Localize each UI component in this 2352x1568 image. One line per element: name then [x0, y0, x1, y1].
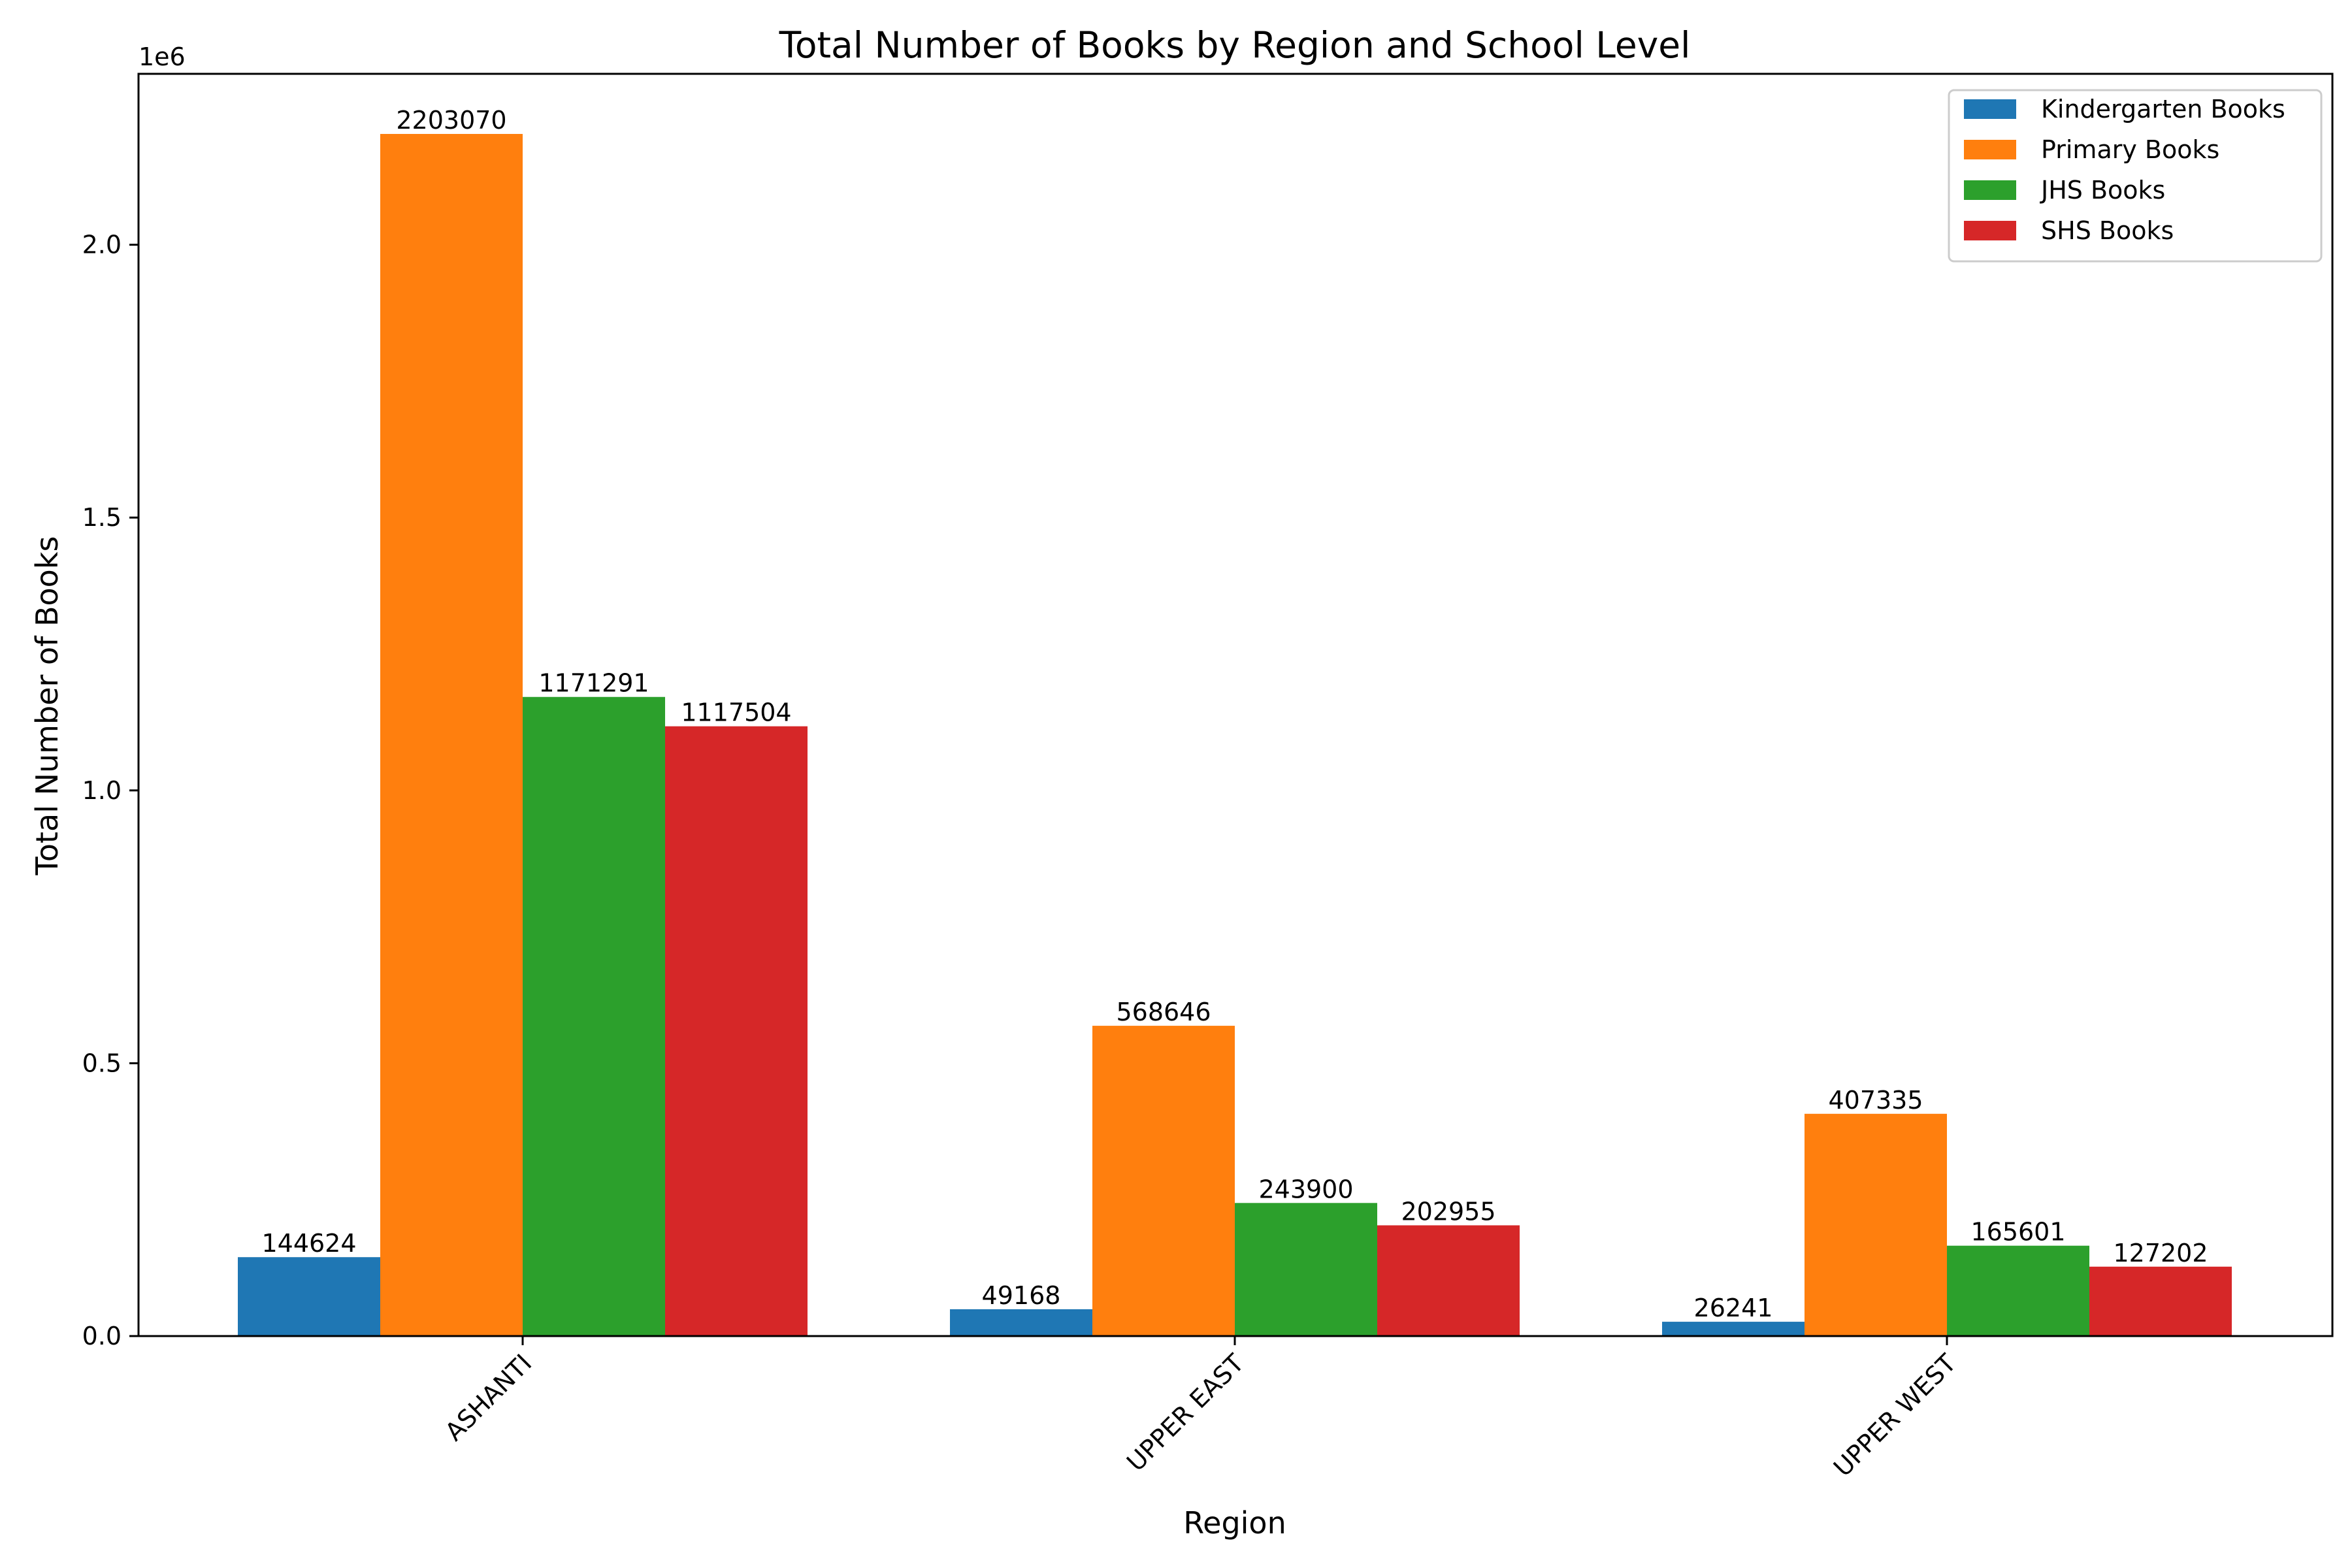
bar-shs-books-upper-west [2089, 1266, 2232, 1336]
legend-swatch [1964, 221, 2016, 240]
x-axis-label: Region [1183, 1505, 1286, 1541]
data-label-kindergarten-books-ashanti: 144624 [261, 1229, 356, 1258]
chart-title: Total Number of Books by Region and Scho… [779, 24, 1691, 66]
data-label-kindergarten-books-upper-east: 49168 [982, 1281, 1061, 1310]
x-axis: ASHANTI UPPER EAST UPPER WEST [440, 1336, 1962, 1482]
legend-label: SHS Books [2041, 216, 2174, 245]
data-labels-group: 144624 2203070 1171291 1117504 49168 568646 24… [261, 106, 2208, 1322]
y-axis-label: Total Number of Books [29, 536, 65, 876]
bar-jhs-books-upper-west [1947, 1245, 2089, 1336]
x-tick-label: UPPER WEST [1828, 1348, 1962, 1482]
legend-frame [1948, 89, 2323, 263]
data-label-primary-books-upper-east: 568646 [1116, 998, 1211, 1026]
bar-jhs-books-upper-east [1235, 1203, 1377, 1336]
y-tick-label: 0.5 [82, 1049, 122, 1077]
data-label-shs-books-ashanti: 1117504 [681, 698, 791, 727]
plot-frame [137, 73, 2334, 1337]
bar-primary-books-upper-east [1092, 1026, 1235, 1336]
legend-swatch [1964, 180, 2016, 200]
y-tick-label: 0.0 [82, 1322, 122, 1350]
y-tick-label: 2.0 [82, 231, 122, 259]
legend-label: JHS Books [2040, 176, 2165, 204]
data-label-shs-books-upper-east: 202955 [1401, 1197, 1495, 1226]
y-tick-label: 1.0 [82, 776, 122, 805]
bars-group [238, 133, 2232, 1336]
data-label-jhs-books-upper-west: 165601 [1970, 1218, 2065, 1247]
data-label-primary-books-upper-west: 407335 [1828, 1086, 1923, 1115]
x-tick-label: ASHANTI [440, 1348, 538, 1446]
bar-kindergarten-books-upper-west [1662, 1322, 1805, 1336]
data-label-shs-books-upper-west: 127202 [2113, 1239, 2208, 1267]
x-tick-label: UPPER EAST [1121, 1348, 1250, 1477]
bar-shs-books-ashanti [665, 726, 808, 1336]
data-label-kindergarten-books-upper-west: 26241 [1694, 1294, 1773, 1322]
legend-label: Primary Books [2041, 135, 2219, 164]
y-axis: 0.0 0.5 1.0 1.5 2.0 [82, 231, 139, 1350]
data-label-primary-books-ashanti: 2203070 [396, 106, 506, 135]
bar-kindergarten-books-upper-east [950, 1309, 1092, 1336]
legend-swatch [1964, 140, 2016, 159]
y-offset-label: 1e6 [139, 42, 186, 71]
bar-jhs-books-ashanti [523, 696, 665, 1336]
legend: Kindergarten Books Primary Books JHS Books… [1948, 89, 2323, 263]
data-label-jhs-books-ashanti: 1171291 [538, 669, 649, 698]
legend-label: Kindergarten Books [2041, 95, 2285, 123]
bar-shs-books-upper-east [1377, 1225, 1520, 1336]
y-tick-label: 1.5 [82, 503, 122, 532]
data-label-jhs-books-upper-east: 243900 [1258, 1175, 1353, 1203]
bar-primary-books-ashanti [380, 133, 523, 1336]
bar-kindergarten-books-ashanti [238, 1257, 380, 1336]
legend-swatch [1964, 99, 2016, 119]
bar-primary-books-upper-west [1805, 1113, 1947, 1336]
